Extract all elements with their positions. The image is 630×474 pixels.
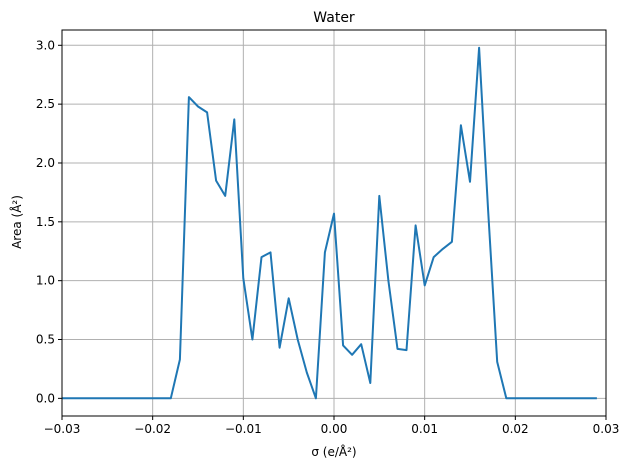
x-tick-label: 0.02 <box>502 422 529 436</box>
data-line <box>62 48 597 399</box>
x-axis-label: σ (e/Å²) <box>311 444 356 459</box>
y-tick-label: 2.5 <box>36 97 55 111</box>
y-tick-label: 3.0 <box>36 38 55 52</box>
y-tick-label: 0.5 <box>36 333 55 347</box>
x-tick-label: 0.03 <box>593 422 620 436</box>
y-axis-label: Area (Å²) <box>9 195 24 249</box>
x-tick-label: −0.02 <box>134 422 171 436</box>
y-tick-label: 2.0 <box>36 156 55 170</box>
x-tick-label: 0.01 <box>411 422 438 436</box>
x-tick-label: 0.00 <box>321 422 348 436</box>
x-tick-label: −0.03 <box>44 422 81 436</box>
y-tick-label: 0.0 <box>36 391 55 405</box>
chart-title: Water <box>313 10 355 26</box>
y-tick-label: 1.5 <box>36 215 55 229</box>
y-tick-label: 1.0 <box>36 274 55 288</box>
x-tick-label: −0.01 <box>225 422 262 436</box>
